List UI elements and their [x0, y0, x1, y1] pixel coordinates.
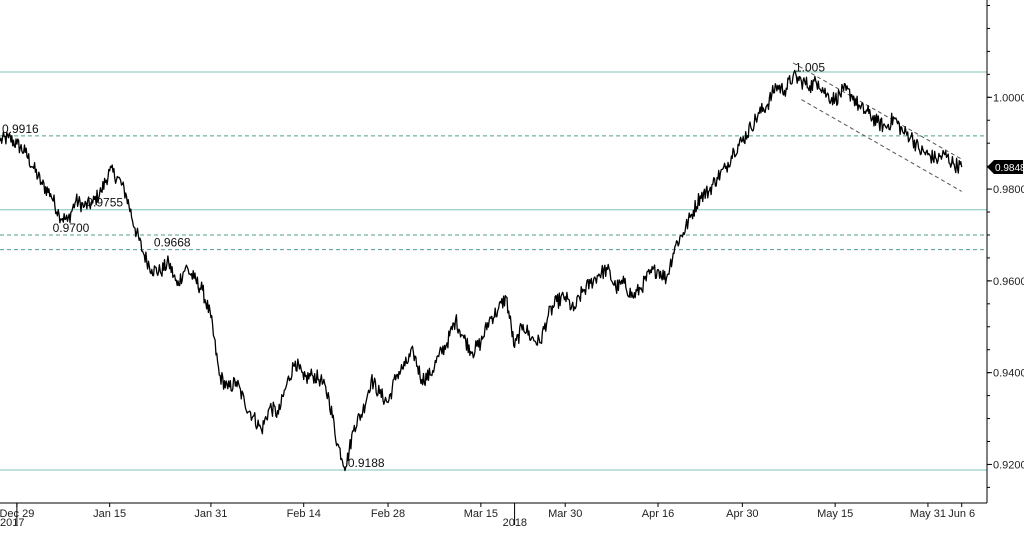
x-tick-label: Mar 30 — [548, 508, 582, 520]
x-tick-label: Apr 30 — [726, 508, 758, 520]
horizontal-levels — [0, 71, 987, 471]
x-tick-label: Jan 31 — [194, 508, 227, 520]
x-axis: Dec 29 Jan 15 Jan 31 Feb 14 Feb 28 Mar 15 Mar … — [0, 502, 987, 529]
year-label: 2018 — [503, 517, 527, 528]
x-tick-label: Jan 15 — [93, 508, 126, 520]
year-label: 2017 — [0, 517, 24, 528]
y-tick-label: 0.9400 — [993, 368, 1024, 380]
y-tick-label: 0.9800 — [993, 184, 1024, 196]
price-series — [0, 69, 963, 472]
channel-line — [792, 62, 962, 160]
y-tick-label: 0.9600 — [993, 276, 1024, 288]
level-label: 0.9668 — [154, 236, 191, 250]
last-value-label: 0.9848 — [995, 163, 1024, 174]
channel-line — [801, 99, 962, 192]
last-value-marker — [987, 160, 1023, 175]
x-tick-label: Feb 28 — [371, 508, 405, 520]
price-line — [0, 69, 963, 472]
x-tick-label: Feb 14 — [287, 508, 321, 520]
x-tick-label: May 31 — [910, 508, 946, 520]
x-tick-label: Apr 16 — [642, 508, 674, 520]
x-tick-label: Jun 6 — [948, 508, 975, 520]
level-label: 0.9188 — [348, 456, 385, 470]
y-axis: 0.9200 0.9400 0.9600 0.9800 1.0000 0.9848 — [986, 0, 1024, 503]
y-tick-label: 1.0000 — [993, 92, 1024, 104]
level-label: 0.9916 — [2, 122, 39, 136]
level-label: 0.9700 — [53, 221, 90, 235]
y-tick-label: 0.9200 — [993, 459, 1024, 471]
level-annotations: 0.9916 0.9755 0.9700 0.9668 0.9188 1.005 — [2, 60, 825, 470]
trend-channel — [792, 62, 962, 192]
level-label: 0.9755 — [86, 196, 123, 210]
x-tick-label: Mar 15 — [464, 508, 498, 520]
x-tick-label: May 15 — [817, 508, 853, 520]
level-label: 1.005 — [795, 60, 825, 74]
